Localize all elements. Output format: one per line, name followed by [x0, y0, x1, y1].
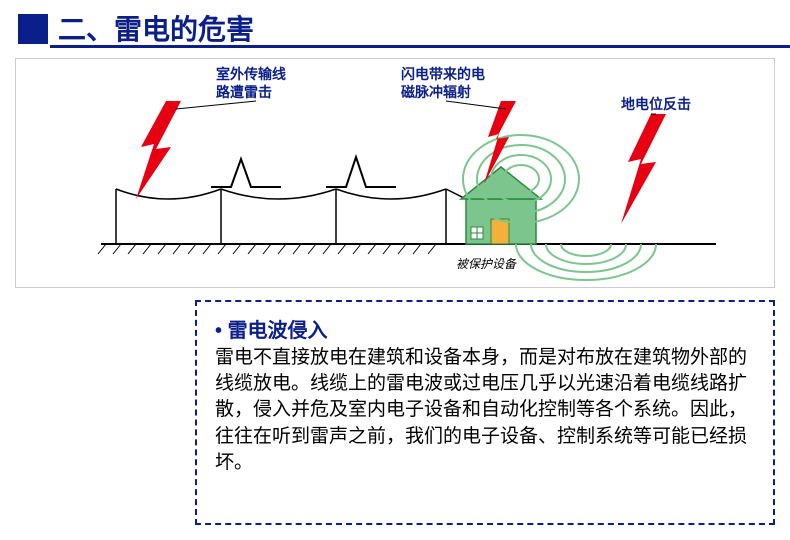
header-accent-block: [18, 14, 48, 44]
lightning-bolt-1: [136, 101, 181, 199]
slide-title: 二、雷电的危害: [58, 8, 254, 48]
impulse-wave-1: [211, 159, 281, 187]
info-box-body: 雷电不直接放电在建筑和设备本身，而是对布放在建筑物外部的线缆放电。线缆上的雷电波…: [215, 345, 755, 476]
house: [461, 167, 541, 244]
transmission-lines: [116, 189, 466, 244]
label-connector-2: [446, 101, 506, 109]
diagram-svg: [16, 59, 776, 289]
header-underline: [50, 45, 790, 48]
slide-header: 二、雷电的危害: [0, 0, 790, 48]
lightning-bolt-3: [621, 114, 666, 224]
impulse-wave-2: [326, 157, 396, 187]
ground-rings: [516, 244, 656, 280]
lightning-hazard-diagram: 室外传输线 路遭雷击 闪电带来的电 磁脉冲辐射 地电位反击 被保护设备: [15, 58, 775, 288]
label-connector-1: [176, 101, 256, 109]
info-box-title: 雷电波侵入: [215, 314, 755, 343]
info-box: 雷电波侵入 雷电不直接放电在建筑和设备本身，而是对布放在建筑物外部的线缆放电。线…: [195, 300, 775, 525]
